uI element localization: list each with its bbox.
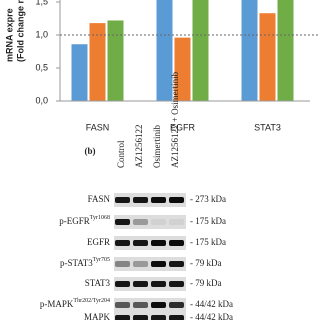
row-label: p-MAPKThr202/Tyr204: [40, 298, 110, 309]
band: [133, 219, 148, 225]
band: [151, 261, 166, 267]
size-label: - 175 kDa: [190, 237, 226, 247]
y-axis-label: mRNA expre: [4, 8, 14, 62]
blot-strip: [114, 257, 186, 271]
size-label: - 273 kDa: [190, 194, 226, 204]
band: [151, 281, 166, 287]
band: [151, 197, 166, 203]
row-sup: Tyr705: [93, 257, 110, 263]
bar: [259, 13, 276, 101]
band: [115, 240, 130, 246]
blot-strip: [114, 298, 186, 312]
y-tick-label: 1,0: [35, 29, 48, 39]
lane-label: Control: [116, 140, 126, 168]
band: [151, 302, 166, 308]
band: [169, 302, 184, 308]
blot-strip: [114, 215, 186, 229]
band: [133, 281, 148, 287]
lane-label: Osimertinib: [152, 125, 162, 168]
band: [115, 302, 130, 308]
row-name: MAPK: [84, 312, 111, 320]
size-label: - 44/42 kDa: [190, 299, 233, 309]
row-name: p-STAT3: [60, 258, 93, 268]
bar: [89, 23, 106, 101]
bar: [107, 20, 124, 102]
panel-label: (b): [85, 146, 96, 156]
row-label: MAPK: [84, 312, 111, 320]
bar: [156, 0, 173, 101]
row-sup: Tyr1068: [90, 215, 110, 221]
row-label: p-STAT3Tyr705: [60, 257, 110, 268]
bar: [192, 0, 209, 101]
blot-strip: [114, 277, 186, 291]
band: [133, 302, 148, 308]
row-name: p-EGFR: [59, 216, 90, 226]
size-label: - 79 kDa: [190, 278, 222, 288]
y-tick-label: 0,0: [35, 95, 48, 105]
band: [169, 261, 184, 267]
row-name: FASN: [88, 194, 111, 204]
bar: [174, 37, 191, 101]
y-tick-label: 1,5: [35, 0, 48, 6]
y-axis-label: (Fold change relative: [15, 0, 25, 62]
band: [115, 261, 130, 267]
band: [115, 315, 130, 320]
blot-strip: [114, 311, 186, 320]
band: [151, 315, 166, 320]
row-sup: Thr202/Tyr204: [73, 298, 110, 304]
band: [169, 219, 184, 225]
band: [169, 240, 184, 246]
row-label: EGFR: [87, 237, 110, 247]
blot-strip: [114, 193, 186, 207]
row-label: STAT3: [85, 278, 111, 288]
row-label: FASN: [88, 194, 111, 204]
band: [133, 240, 148, 246]
band: [115, 219, 130, 225]
row-name: EGFR: [87, 237, 110, 247]
lane-label: AZ1256122: [134, 125, 144, 169]
band: [115, 197, 130, 203]
bar: [71, 44, 88, 101]
band: [133, 261, 148, 267]
y-tick-label: 0,5: [35, 62, 48, 72]
row-name: p-MAPK: [40, 299, 74, 309]
band: [169, 281, 184, 287]
x-tick-label: FASN: [86, 122, 110, 132]
band: [133, 197, 148, 203]
bar: [241, 0, 258, 101]
bar: [277, 0, 294, 101]
x-tick-label: STAT3: [254, 122, 281, 132]
size-label: - 44/42 kDa: [190, 312, 233, 320]
x-tick-label: EGFR: [170, 122, 196, 132]
band: [151, 219, 166, 225]
band: [115, 281, 130, 287]
band: [169, 197, 184, 203]
row-label: p-EGFRTyr1068: [59, 215, 110, 226]
band: [151, 240, 166, 246]
band: [133, 315, 148, 320]
size-label: - 175 kDa: [190, 216, 226, 226]
blot-strip: [114, 236, 186, 250]
lane-label: AZ1256122 + Osimertinib: [170, 71, 180, 168]
size-label: - 79 kDa: [190, 258, 222, 268]
row-name: STAT3: [85, 278, 111, 288]
band: [169, 315, 184, 320]
